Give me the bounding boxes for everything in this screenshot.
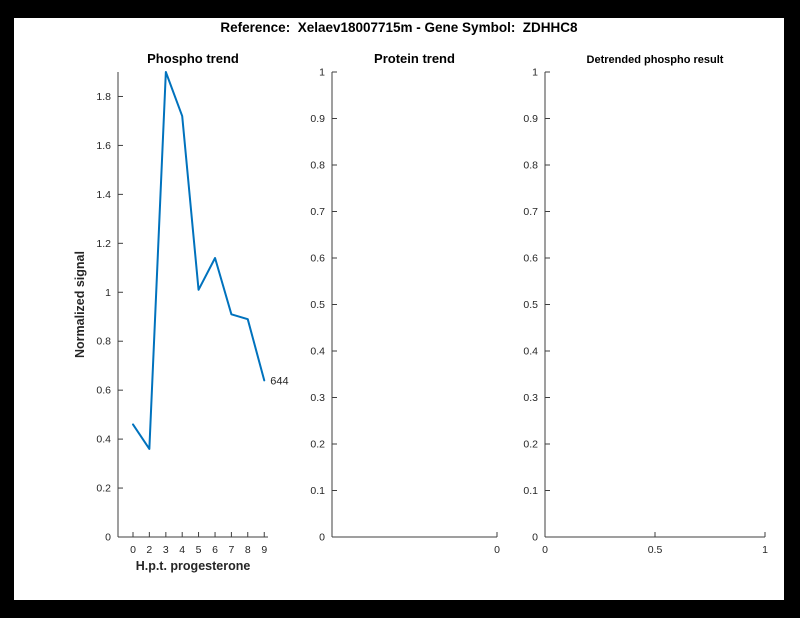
figure-canvas — [14, 18, 784, 600]
figure-title: Reference: Xelaev18007715m - Gene Symbol… — [220, 20, 578, 35]
